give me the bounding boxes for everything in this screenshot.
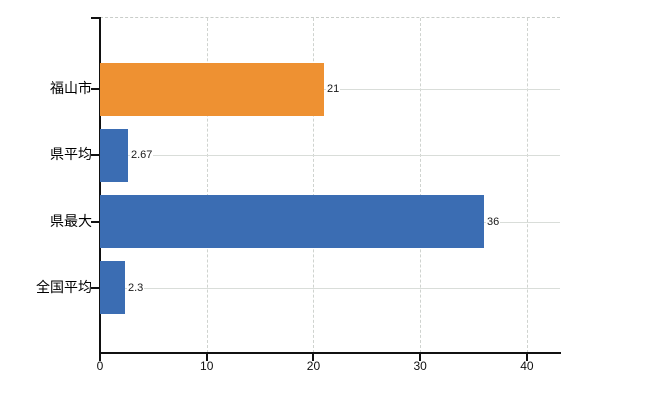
x-axis-tick	[419, 353, 422, 361]
category-label: 福山市	[50, 80, 92, 96]
gridline-vertical	[313, 18, 315, 353]
y-axis-tick	[91, 88, 100, 90]
value-label: 2.67	[130, 147, 154, 163]
category-label: 全国平均	[36, 279, 92, 295]
x-axis-tick	[525, 353, 528, 361]
plot-area: 21 2.67 36 2.3	[91, 17, 560, 361]
x-tick-label: 30	[413, 359, 427, 373]
x-tick-label: 20	[306, 359, 321, 373]
y-axis-end-tick	[91, 17, 100, 19]
value-label: 2.3	[127, 280, 145, 296]
bar	[100, 195, 484, 248]
x-axis-tick	[312, 353, 315, 361]
bar	[100, 63, 324, 116]
x-tick-label: 10	[200, 359, 214, 373]
y-axis-tick	[91, 154, 100, 156]
x-tick-label: 0	[96, 359, 104, 373]
category-label: 県最大	[50, 213, 92, 229]
x-axis-tick	[99, 353, 101, 361]
value-label: 36	[486, 214, 501, 230]
x-axis-tick	[205, 353, 208, 361]
y-axis-labels: 福山市県平均県最大全国平均	[0, 17, 92, 352]
x-tick-label: 40	[520, 359, 534, 373]
category-label: 県平均	[50, 146, 92, 162]
value-label: 21	[326, 81, 341, 97]
y-axis-line	[99, 17, 101, 354]
gridline-horizontal	[100, 155, 560, 156]
gridline-vertical	[206, 18, 208, 353]
bar	[100, 261, 125, 314]
gridline-vertical	[526, 18, 528, 353]
gridline-vertical	[420, 18, 422, 353]
y-axis-tick	[91, 287, 100, 289]
x-axis-line	[99, 352, 561, 354]
bar	[100, 129, 128, 182]
gridline-horizontal	[100, 288, 560, 289]
x-axis-labels: 0 10 20 30 40	[96, 358, 562, 378]
y-axis-tick	[91, 221, 100, 223]
